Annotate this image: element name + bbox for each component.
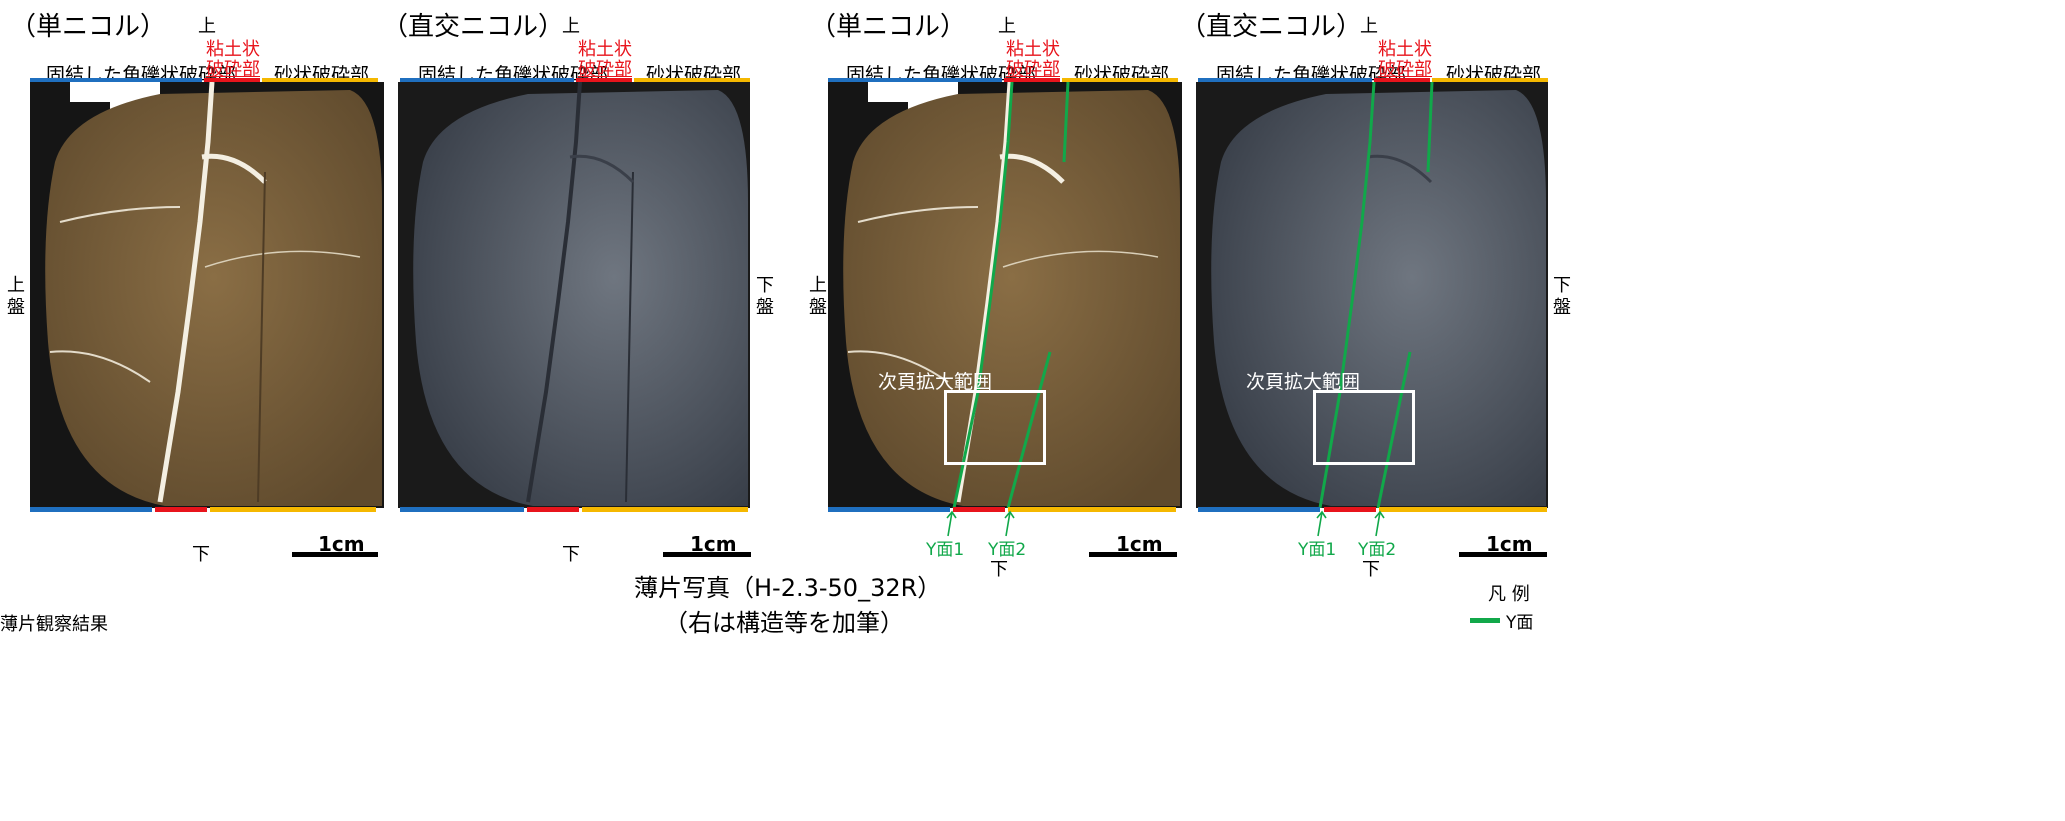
sandy-zone-bar-bottom (210, 507, 376, 512)
sandy-zone-bar-bottom (582, 507, 748, 512)
clay-zone-bar (576, 78, 632, 83)
angular-zone-bar (30, 78, 202, 83)
y-plane-arrows (1316, 510, 1385, 537)
clay-zone-bar (1004, 78, 1060, 83)
angular-zone-bar-bottom (1198, 507, 1320, 512)
legend-y-plane-label: Y面 (1506, 613, 1534, 633)
y-plane-2-line-lower (1006, 351, 1052, 508)
bottom-direction-label: 下 (192, 544, 210, 565)
clay-zone-bar-bottom (953, 507, 1005, 512)
y-plane-1-label: Y面1 (1298, 540, 1337, 560)
angular-zone-bar-bottom (828, 507, 950, 512)
angular-zone-bar (400, 78, 574, 83)
y-plane-1-line (952, 82, 1014, 508)
zoom-range-box (944, 390, 1046, 465)
scale-bar (663, 552, 751, 557)
sandy-zone-bar-bottom (1379, 507, 1547, 512)
top-direction-label: 上 (998, 16, 1016, 37)
top-direction-label: 上 (562, 16, 580, 37)
bottom-direction-label: 下 (562, 544, 580, 565)
scale-bar (1089, 552, 1177, 557)
y-plane-2-label: Y面2 (1358, 540, 1397, 560)
footwall-label: 下盤 (756, 275, 774, 318)
y-plane-1-label: Y面1 (926, 540, 965, 560)
observation-title: 薄片観察結果 (0, 614, 108, 635)
mode-label: （直交ニコル） (382, 12, 565, 42)
clay-zone-label: 粘土状 破砕部 (578, 39, 632, 80)
caption-line-1: 薄片写真（H-2.3-50_32R） (634, 574, 942, 602)
zoom-range-label: 次頁拡大範囲 (1246, 371, 1361, 393)
sandy-zone-bar (262, 78, 378, 83)
clay-zone-bar-bottom (527, 507, 579, 512)
top-direction-label: 上 (1360, 16, 1378, 37)
mode-label: （単ニコル） (810, 12, 967, 42)
clay-zone-bar-bottom (1324, 507, 1376, 512)
figure-caption: 薄片写真（H-2.3-50_32R） （右は構造等を加筆） (634, 568, 942, 638)
bottom-direction-label: 下 (1362, 559, 1380, 580)
clay-zone-label: 粘土状 破砕部 (1006, 39, 1060, 80)
clay-zone-bar (204, 78, 260, 83)
sandy-zone-bar (1062, 78, 1178, 83)
angular-zone-bar (828, 78, 1002, 83)
thin-section-photo-crossed-annotated (1196, 82, 1548, 508)
clay-zone-bar-bottom (155, 507, 207, 512)
angular-zone-bar-bottom (400, 507, 524, 512)
mode-label: （直交ニコル） (1180, 12, 1363, 42)
y-plane-1-line (1318, 82, 1376, 508)
clay-zone-label: 粘土状 破砕部 (206, 39, 260, 80)
thin-section-photo-plain-annotated (828, 82, 1182, 508)
hanging-wall-label: 上盤 (809, 275, 827, 318)
legend-item-y-plane: Y面 (1470, 608, 1533, 633)
angular-zone-bar-bottom (30, 507, 152, 512)
footwall-label: 下盤 (1553, 275, 1571, 318)
bottom-direction-label: 下 (990, 559, 1008, 580)
y-plane-2-line-lower (1376, 351, 1412, 508)
caption-line-2: （右は構造等を加筆） (664, 609, 904, 637)
clay-zone-bar (1374, 78, 1430, 83)
zoom-range-box (1313, 390, 1415, 465)
y-plane-2-line (1426, 82, 1434, 173)
y-plane-2-label: Y面2 (988, 540, 1027, 560)
y-plane-arrows (946, 510, 1015, 537)
scale-bar (1459, 552, 1547, 557)
legend-title: 凡 例 (1488, 584, 1530, 605)
legend-y-plane-swatch (1470, 618, 1500, 623)
clay-zone-label: 粘土状 破砕部 (1378, 39, 1432, 80)
angular-zone-bar (1198, 78, 1372, 83)
y-plane-2-line (1062, 82, 1070, 163)
thin-section-photo-crossed (398, 82, 750, 508)
scale-bar (292, 552, 378, 557)
hanging-wall-label: 上盤 (7, 275, 25, 318)
thin-section-photo-plain (30, 82, 384, 508)
sandy-zone-bar (634, 78, 750, 83)
sandy-zone-bar (1432, 78, 1548, 83)
zoom-range-label: 次頁拡大範囲 (878, 371, 993, 393)
mode-label: （単ニコル） (10, 12, 167, 42)
sandy-zone-bar-bottom (1008, 507, 1176, 512)
top-direction-label: 上 (198, 16, 216, 37)
